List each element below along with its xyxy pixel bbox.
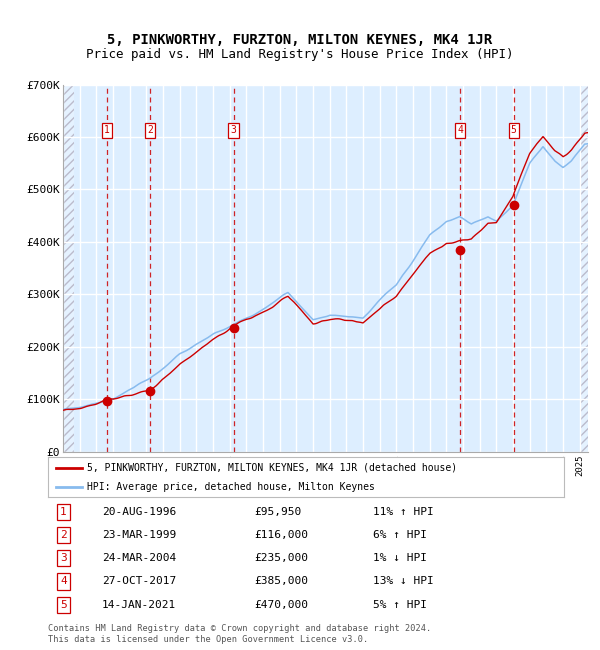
Text: 23-MAR-1999: 23-MAR-1999 xyxy=(102,530,176,540)
Text: Price paid vs. HM Land Registry's House Price Index (HPI): Price paid vs. HM Land Registry's House … xyxy=(86,48,514,61)
Text: £470,000: £470,000 xyxy=(254,600,308,610)
Text: 5: 5 xyxy=(511,125,517,135)
Text: Contains HM Land Registry data © Crown copyright and database right 2024.
This d: Contains HM Land Registry data © Crown c… xyxy=(48,624,431,644)
Bar xyxy=(581,84,589,452)
Text: £385,000: £385,000 xyxy=(254,577,308,586)
Text: 27-OCT-2017: 27-OCT-2017 xyxy=(102,577,176,586)
Text: 1: 1 xyxy=(104,125,110,135)
Text: 2: 2 xyxy=(60,530,67,540)
Bar xyxy=(63,84,74,452)
Bar xyxy=(63,84,74,452)
Text: £95,950: £95,950 xyxy=(254,507,302,517)
Text: £235,000: £235,000 xyxy=(254,553,308,564)
Text: 1: 1 xyxy=(60,507,67,517)
Text: 5% ↑ HPI: 5% ↑ HPI xyxy=(373,600,427,610)
Text: 5, PINKWORTHY, FURZTON, MILTON KEYNES, MK4 1JR (detached house): 5, PINKWORTHY, FURZTON, MILTON KEYNES, M… xyxy=(86,463,457,473)
Text: 5, PINKWORTHY, FURZTON, MILTON KEYNES, MK4 1JR: 5, PINKWORTHY, FURZTON, MILTON KEYNES, M… xyxy=(107,33,493,47)
Text: 20-AUG-1996: 20-AUG-1996 xyxy=(102,507,176,517)
Text: 2: 2 xyxy=(147,125,153,135)
Text: 4: 4 xyxy=(457,125,463,135)
Text: HPI: Average price, detached house, Milton Keynes: HPI: Average price, detached house, Milt… xyxy=(86,482,374,492)
Text: 4: 4 xyxy=(60,577,67,586)
Text: 24-MAR-2004: 24-MAR-2004 xyxy=(102,553,176,564)
Text: 14-JAN-2021: 14-JAN-2021 xyxy=(102,600,176,610)
Text: 6% ↑ HPI: 6% ↑ HPI xyxy=(373,530,427,540)
Text: 13% ↓ HPI: 13% ↓ HPI xyxy=(373,577,434,586)
Text: 5: 5 xyxy=(60,600,67,610)
Text: 3: 3 xyxy=(60,553,67,564)
Text: £116,000: £116,000 xyxy=(254,530,308,540)
Text: 11% ↑ HPI: 11% ↑ HPI xyxy=(373,507,434,517)
Text: 3: 3 xyxy=(230,125,236,135)
Bar xyxy=(581,84,589,452)
Text: 1% ↓ HPI: 1% ↓ HPI xyxy=(373,553,427,564)
